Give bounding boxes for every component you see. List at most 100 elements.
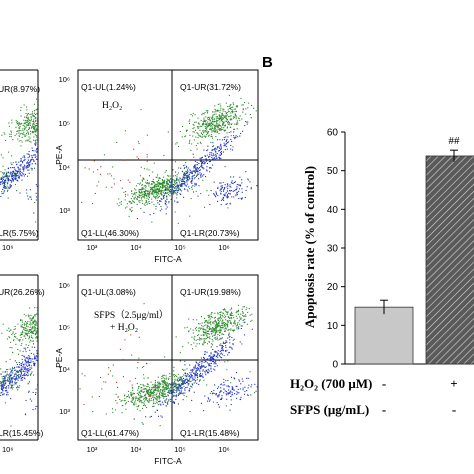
event-dot <box>158 397 160 399</box>
event-dot <box>196 379 198 381</box>
event-dot <box>22 326 24 328</box>
event-dot <box>11 384 13 386</box>
event-dot <box>239 176 241 178</box>
event-dot <box>148 175 150 177</box>
event-dot <box>167 387 169 389</box>
event-dot <box>10 181 12 183</box>
event-dot <box>201 375 203 377</box>
event-dot <box>2 165 4 167</box>
event-dot <box>221 327 223 329</box>
event-dot <box>178 385 180 387</box>
event-dot <box>27 132 29 134</box>
event-dot <box>149 190 151 192</box>
event-dot <box>227 188 229 190</box>
event-dot <box>191 336 193 338</box>
event-dot <box>24 327 26 329</box>
event-dot <box>244 102 246 104</box>
condition-mark: - <box>382 402 386 417</box>
event-dot <box>206 127 208 129</box>
event-dot <box>206 125 208 127</box>
event-dot <box>157 389 159 391</box>
condition-mark: - <box>452 402 456 417</box>
event-dot <box>152 191 154 193</box>
event-dot <box>28 315 30 317</box>
event-dot <box>225 380 227 382</box>
event-dot <box>27 356 29 358</box>
event-dot <box>204 317 206 319</box>
event-dot <box>223 355 225 357</box>
event-dot <box>20 115 22 117</box>
event-dot <box>233 135 235 137</box>
event-dot <box>218 360 220 362</box>
condition-label-sfps: SFPS (μg/mL) <box>290 402 369 417</box>
event-dot <box>212 392 214 394</box>
event-dot <box>159 184 161 186</box>
event-dot <box>149 193 151 195</box>
event-dot <box>173 392 175 394</box>
event-dot <box>157 376 159 378</box>
event-dot <box>24 157 26 159</box>
event-dot <box>180 183 182 185</box>
x-tick: 10³ <box>87 243 98 252</box>
event-dot <box>240 317 242 319</box>
event-dot <box>35 359 37 361</box>
event-dot <box>209 123 211 125</box>
event-dot <box>256 386 258 388</box>
event-dot <box>170 390 172 392</box>
event-dot <box>217 200 219 202</box>
event-dot <box>212 120 214 122</box>
event-dot <box>236 192 238 194</box>
event-dot <box>197 134 199 136</box>
event-dot <box>190 198 192 200</box>
event-dot <box>227 196 229 198</box>
event-dot <box>225 140 227 142</box>
event-dot <box>26 371 28 373</box>
event-dot <box>34 365 36 367</box>
event-dot <box>115 393 117 395</box>
event-dot <box>12 139 14 141</box>
event-dot <box>32 326 34 328</box>
event-dot <box>142 385 144 387</box>
event-dot <box>31 332 33 334</box>
event-dot <box>100 173 102 175</box>
event-dot <box>220 350 222 352</box>
bar-y-tick-label: 20 <box>327 282 339 293</box>
event-dot <box>231 110 233 112</box>
event-dot <box>27 161 29 163</box>
event-dot <box>216 318 218 320</box>
event-dot <box>206 131 208 133</box>
event-dot <box>0 177 2 179</box>
event-dot <box>35 117 37 119</box>
event-dot <box>11 379 13 381</box>
event-dot <box>230 323 232 325</box>
event-dot <box>175 385 177 387</box>
event-dot <box>32 331 34 333</box>
event-dot <box>226 114 228 116</box>
event-dot <box>220 105 222 107</box>
event-dot <box>167 403 169 405</box>
event-dot <box>153 189 155 191</box>
event-dot <box>238 326 240 328</box>
event-dot <box>21 321 23 323</box>
event-dot <box>154 187 156 189</box>
event-dot <box>203 322 205 324</box>
event-dot <box>143 377 145 379</box>
event-dot <box>227 323 229 325</box>
event-dot <box>251 384 253 386</box>
event-dot <box>25 120 27 122</box>
event-dot <box>36 307 38 309</box>
event-dot <box>245 108 247 110</box>
event-dot <box>225 327 227 329</box>
event-dot <box>174 376 176 378</box>
event-dot <box>170 391 172 393</box>
event-dot <box>220 390 222 392</box>
event-dot <box>1 193 3 195</box>
event-dot <box>241 118 243 120</box>
event-dot <box>2 177 4 179</box>
event-dot <box>185 177 187 179</box>
event-dot <box>176 389 178 391</box>
event-dot <box>147 194 149 196</box>
event-dot <box>23 313 25 315</box>
event-dot <box>219 391 221 393</box>
event-dot <box>213 113 215 115</box>
